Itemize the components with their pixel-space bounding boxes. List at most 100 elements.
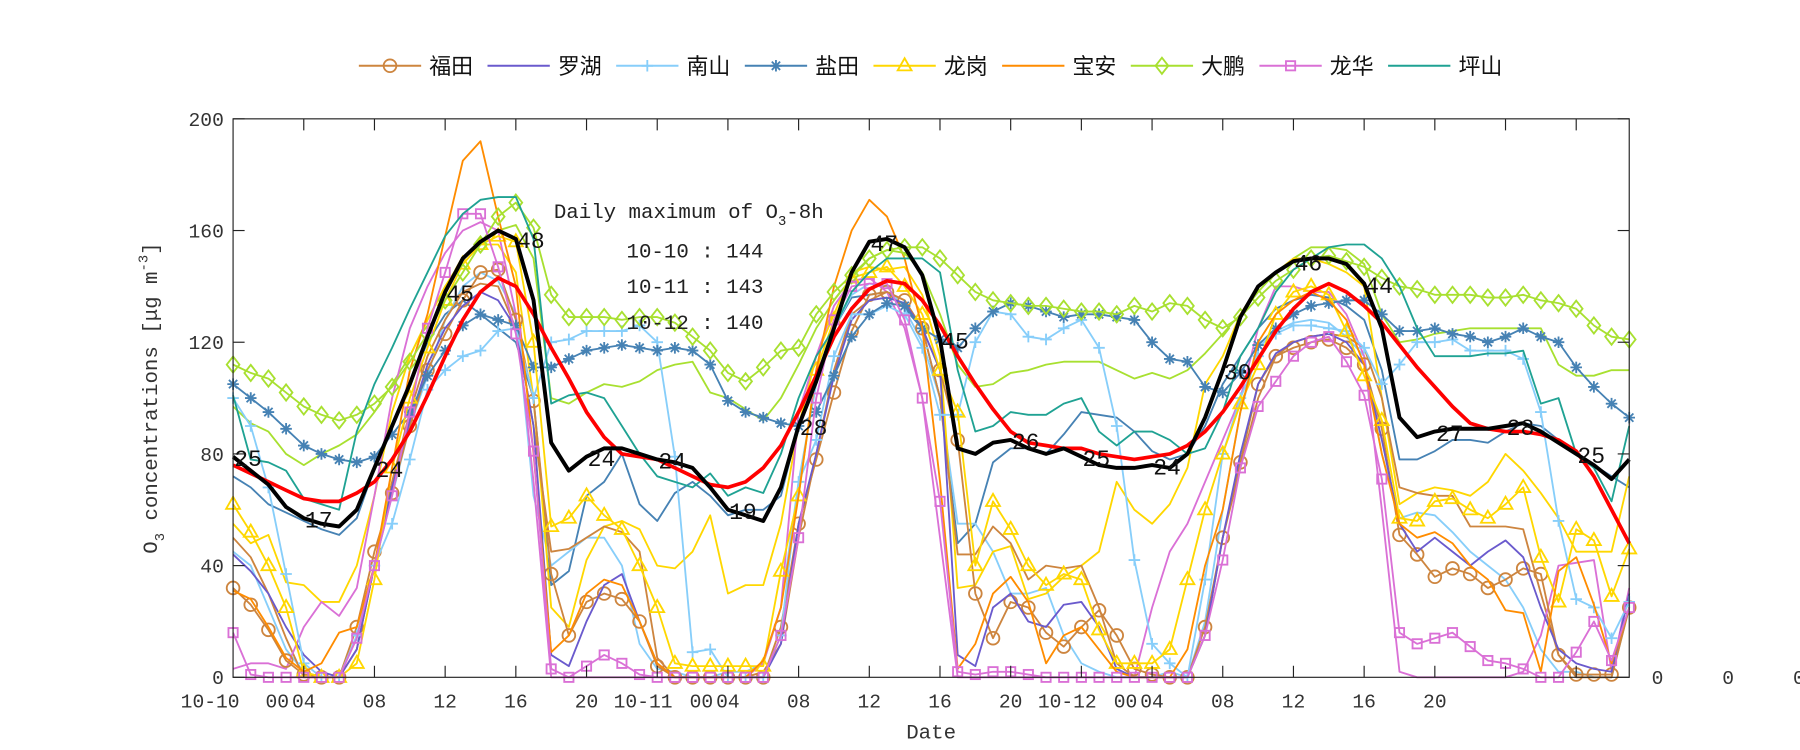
data-point-marker xyxy=(826,385,842,400)
series-line xyxy=(232,291,1630,587)
data-point-marker xyxy=(808,304,824,324)
data-point-marker xyxy=(1075,308,1088,321)
data-point-marker xyxy=(1126,296,1142,316)
data-point-marker xyxy=(492,325,504,337)
data-point-marker xyxy=(773,341,789,361)
y-axis-title-part: O xyxy=(141,541,164,553)
black-line-value-label: 28 xyxy=(1507,416,1535,442)
data-point-marker xyxy=(1197,310,1213,330)
legend-label: 宝安 xyxy=(1073,55,1117,80)
data-point-marker xyxy=(1093,308,1105,321)
data-point-marker xyxy=(775,629,787,641)
black-line-value-label: 45 xyxy=(941,330,969,356)
data-point-marker xyxy=(261,622,276,638)
data-point-marker xyxy=(1356,357,1372,372)
data-point-marker xyxy=(1393,325,1406,337)
data-point-marker xyxy=(1588,381,1600,393)
data-point-marker xyxy=(474,308,487,321)
data-point-marker xyxy=(439,364,451,376)
data-point-marker xyxy=(1358,294,1370,307)
data-point-marker xyxy=(669,342,681,354)
data-point-marker xyxy=(916,392,928,404)
data-point-marker xyxy=(861,248,877,269)
plot-frame xyxy=(232,118,1630,678)
data-point-marker xyxy=(278,382,294,403)
data-point-marker xyxy=(545,361,557,374)
x-tick-label: 20 xyxy=(999,691,1023,713)
data-point-marker xyxy=(966,556,984,572)
legend: 福田 罗湖 南山 盐田 龙岗 宝安 大鹏 龙华 坪山 xyxy=(358,55,1502,80)
data-point-marker xyxy=(1321,246,1337,266)
data-point-marker xyxy=(987,305,999,318)
y-axis-title-part: concentrations [ xyxy=(141,321,164,533)
data-point-marker xyxy=(720,363,736,383)
black-line-value-label: 25 xyxy=(1577,444,1605,470)
data-point-marker xyxy=(348,653,366,669)
data-point-marker xyxy=(598,342,610,354)
data-point-marker xyxy=(1374,268,1390,288)
data-point-marker xyxy=(1250,376,1266,392)
data-point-marker xyxy=(313,405,329,425)
data-point-marker xyxy=(543,285,559,305)
data-point-marker xyxy=(1090,620,1108,636)
data-point-marker xyxy=(1358,342,1370,354)
data-point-marker xyxy=(810,406,823,418)
data-point-marker xyxy=(1199,381,1211,393)
data-point-marker xyxy=(1391,276,1408,296)
y-tick-label: 40 xyxy=(200,557,224,579)
x-tick-label: 10-11 xyxy=(614,691,673,713)
data-point-marker xyxy=(457,208,469,220)
annotation-line: 10-12 : 140 xyxy=(627,313,764,336)
data-point-marker xyxy=(1338,251,1354,271)
legend-label: 罗湖 xyxy=(558,55,602,80)
y-axis-title-part: g m xyxy=(141,271,164,308)
y-axis-title-part: μ xyxy=(141,309,164,321)
data-point-marker xyxy=(595,505,613,521)
y-axis-title-part: ] xyxy=(141,242,164,254)
x-tick-label: 12 xyxy=(433,691,457,713)
x-tick-label: 20 xyxy=(1423,691,1447,713)
data-point-marker xyxy=(457,350,469,362)
data-point-marker xyxy=(1376,308,1388,321)
data-point-marker xyxy=(1446,627,1459,639)
data-point-marker xyxy=(1498,572,1513,587)
data-point-marker xyxy=(1163,657,1176,670)
data-point-marker xyxy=(315,448,328,460)
data-point-marker xyxy=(1499,330,1512,343)
data-point-marker xyxy=(1178,570,1196,586)
data-point-marker xyxy=(686,646,699,658)
data-point-marker xyxy=(967,282,983,302)
data-point-marker xyxy=(598,325,610,337)
data-point-marker xyxy=(616,657,628,669)
data-point-marker xyxy=(1570,646,1582,658)
data-point-marker xyxy=(1252,400,1264,412)
data-point-marker xyxy=(386,490,398,502)
data-point-marker xyxy=(1429,322,1441,335)
legend-item: 盐田 xyxy=(744,55,859,80)
data-point-marker xyxy=(473,265,488,280)
data-point-marker xyxy=(244,392,257,404)
data-point-marker xyxy=(1146,638,1158,650)
data-point-marker xyxy=(563,353,575,365)
data-point-marker xyxy=(262,406,275,418)
data-point-marker xyxy=(1464,641,1476,653)
data-point-marker xyxy=(932,248,948,269)
annotation-line: 10-10 : 144 xyxy=(627,241,764,264)
data-point-marker xyxy=(828,369,840,382)
series-plain-line-5 xyxy=(232,221,1631,679)
data-point-marker xyxy=(1019,556,1037,572)
data-point-marker xyxy=(560,508,578,524)
data-point-marker xyxy=(1568,299,1584,319)
x-tick-label: 04 xyxy=(1140,691,1164,713)
data-point-marker xyxy=(633,342,646,354)
data-point-marker xyxy=(898,300,911,312)
legend-label: 坪山 xyxy=(1458,55,1502,80)
data-point-marker xyxy=(613,519,631,535)
data-point-marker xyxy=(1323,297,1335,309)
data-point-marker xyxy=(1482,655,1494,667)
data-point-marker xyxy=(950,265,966,285)
data-point-marker xyxy=(1234,367,1247,379)
data-point-marker xyxy=(1515,285,1531,305)
data-point-marker xyxy=(351,632,363,644)
